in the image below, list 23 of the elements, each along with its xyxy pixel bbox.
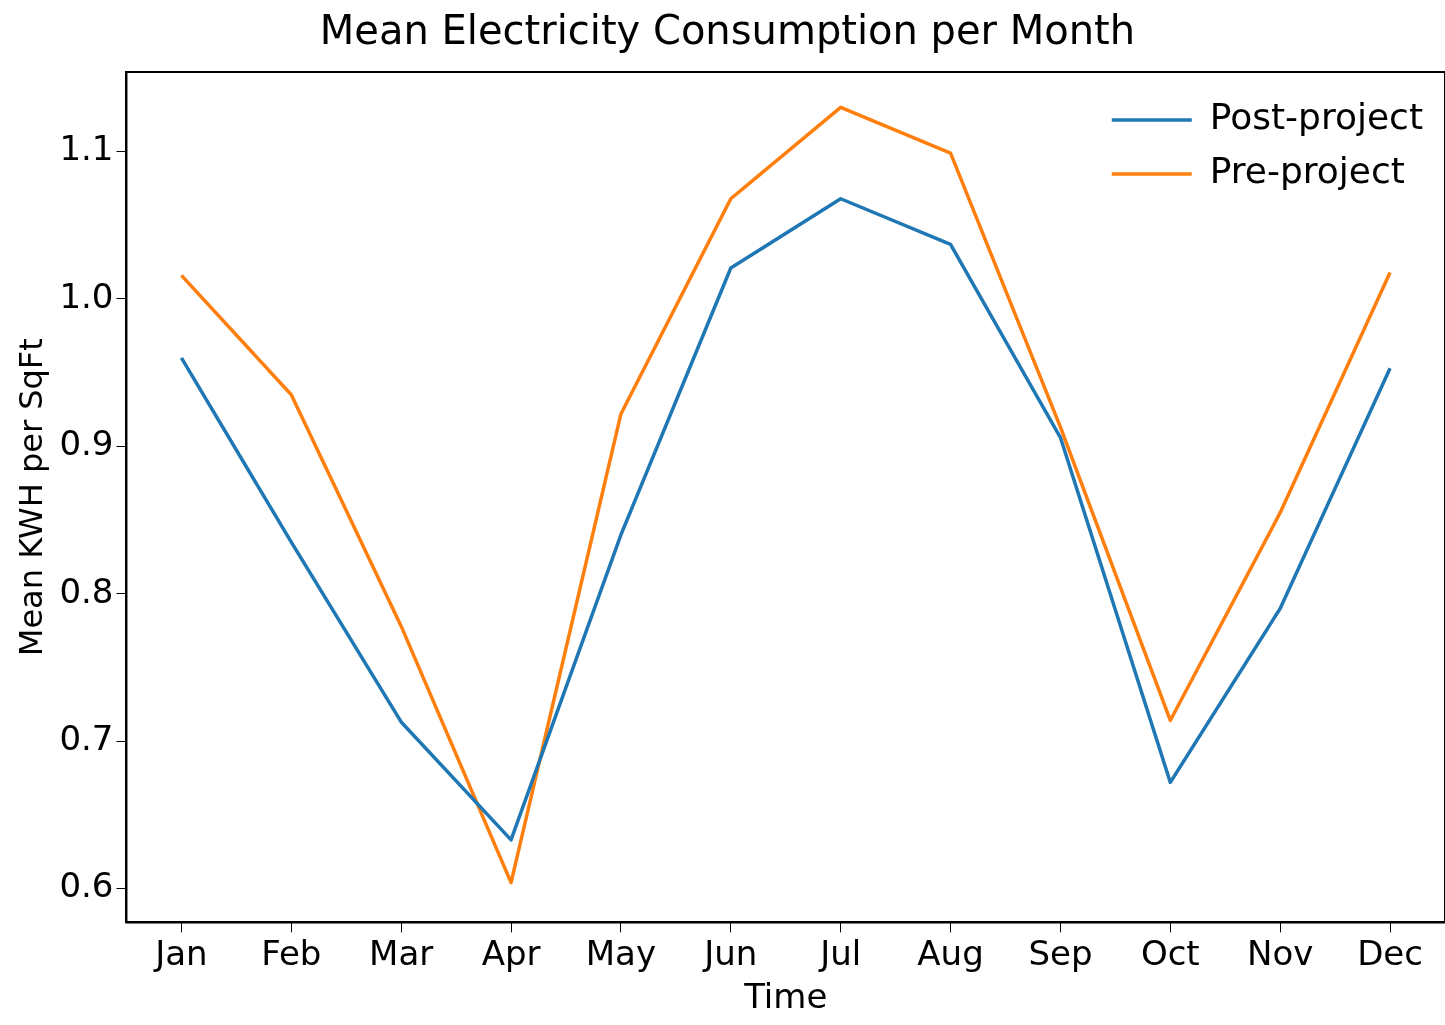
x-tick-label: Nov [1247,932,1314,973]
x-tick-label: Apr [481,932,541,973]
x-tick-label: Jan [153,932,208,973]
legend-label: Post-project [1209,96,1424,138]
chart-title: Mean Electricity Consumption per Month [319,7,1136,54]
x-tick-label: Jun [702,932,758,973]
y-tick-label: 1.0 [59,275,114,316]
x-tick-label: Dec [1357,932,1423,973]
x-tick-label: Oct [1140,932,1200,973]
x-tick-label: May [585,932,657,973]
x-tick-label: Feb [261,932,322,973]
x-tick-label: Aug [917,932,984,973]
y-tick-label: 0.7 [59,717,114,758]
x-tick-label: Jul [818,932,862,973]
x-tick-label: Sep [1028,932,1093,973]
y-tick-label: 0.8 [59,570,114,611]
x-tick-label: Mar [369,932,434,973]
x-axis-title: Time [743,976,828,1017]
y-tick-label: 0.6 [59,865,114,906]
y-tick-label: 1.1 [59,128,114,169]
legend-label: Pre-project [1209,150,1405,192]
y-axis-title: Mean KWH per SqFt [11,338,50,657]
y-tick-label: 0.9 [59,423,114,464]
